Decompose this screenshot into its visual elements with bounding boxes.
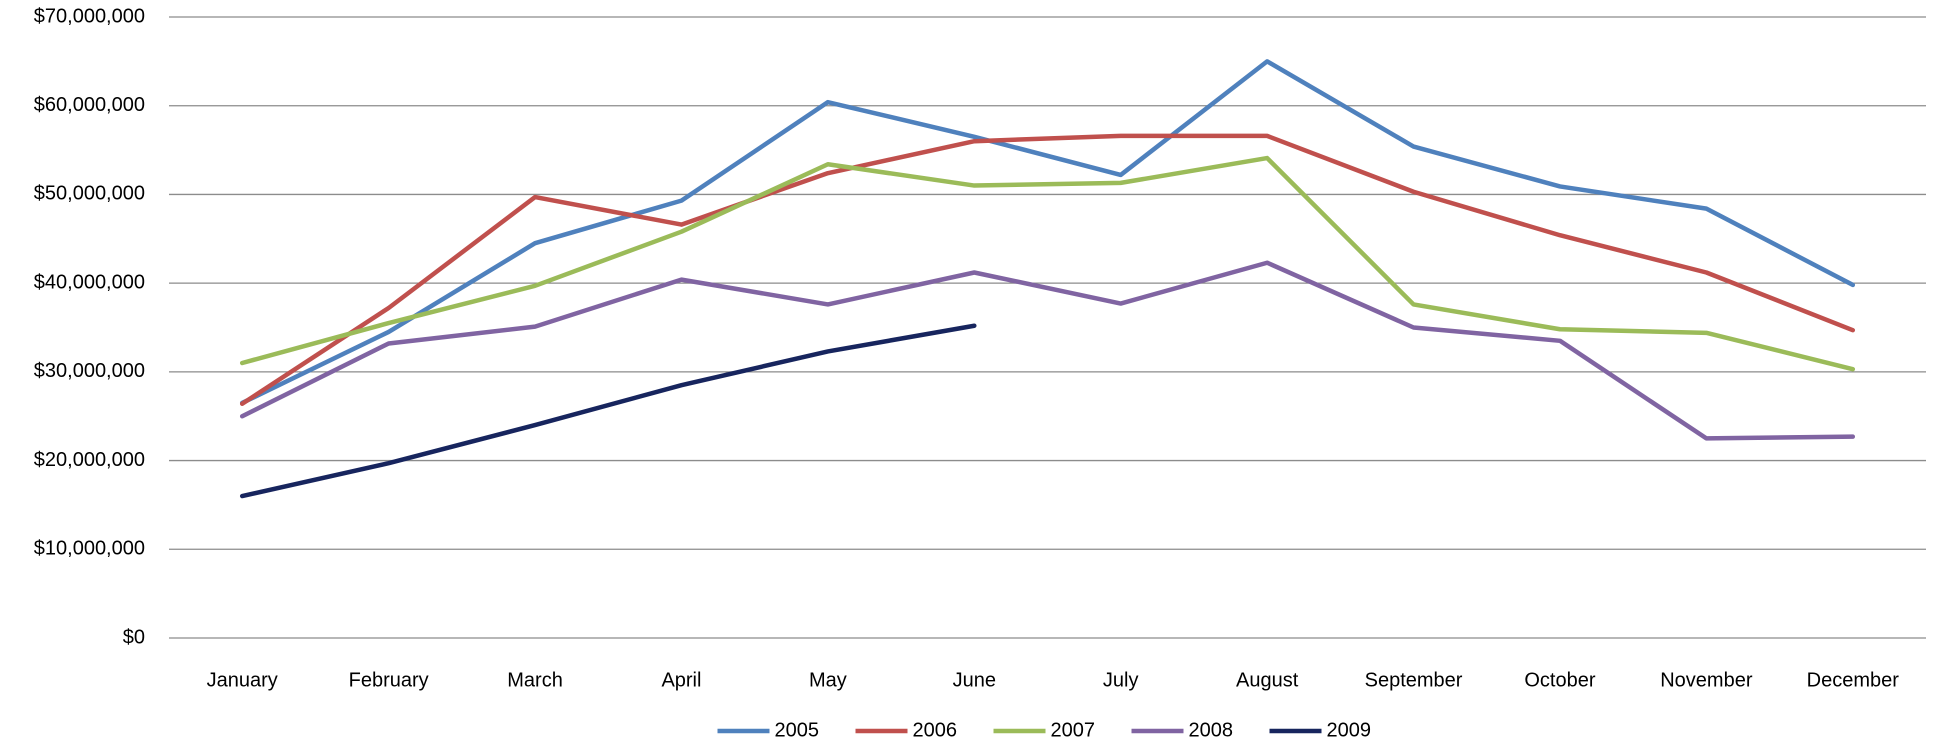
series-line xyxy=(239,59,1856,406)
y-tick-label: $70,000,000 xyxy=(34,5,145,27)
x-tick-label: July xyxy=(1103,669,1139,691)
x-tick-label: December xyxy=(1807,669,1900,691)
series-line xyxy=(239,323,977,499)
legend-label: 2005 xyxy=(775,719,820,741)
legend-label: 2009 xyxy=(1327,719,1372,741)
x-tick-label: August xyxy=(1236,669,1299,691)
series-line xyxy=(239,133,1856,407)
y-tick-label: $50,000,000 xyxy=(34,183,145,205)
series-line xyxy=(239,155,1856,372)
x-tick-label: February xyxy=(349,669,429,691)
y-tick-label: $0 xyxy=(123,626,145,648)
y-tick-label: $40,000,000 xyxy=(34,271,145,293)
x-tick-label: January xyxy=(207,669,278,691)
y-tick-label: $60,000,000 xyxy=(34,94,145,116)
legend-label: 2006 xyxy=(913,719,958,741)
x-tick-label: November xyxy=(1660,669,1753,691)
x-tick-label: October xyxy=(1524,669,1595,691)
y-tick-label: $10,000,000 xyxy=(34,538,145,560)
y-tick-label: $30,000,000 xyxy=(34,360,145,382)
series-line xyxy=(239,260,1856,441)
x-tick-label: September xyxy=(1365,669,1463,691)
x-tick-label: June xyxy=(953,669,996,691)
x-tick-label: April xyxy=(661,669,701,691)
x-tick-label: May xyxy=(809,669,847,691)
y-tick-label: $20,000,000 xyxy=(34,449,145,471)
legend-label: 2007 xyxy=(1051,719,1096,741)
legend-label: 2008 xyxy=(1189,719,1234,741)
x-tick-label: March xyxy=(507,669,563,691)
